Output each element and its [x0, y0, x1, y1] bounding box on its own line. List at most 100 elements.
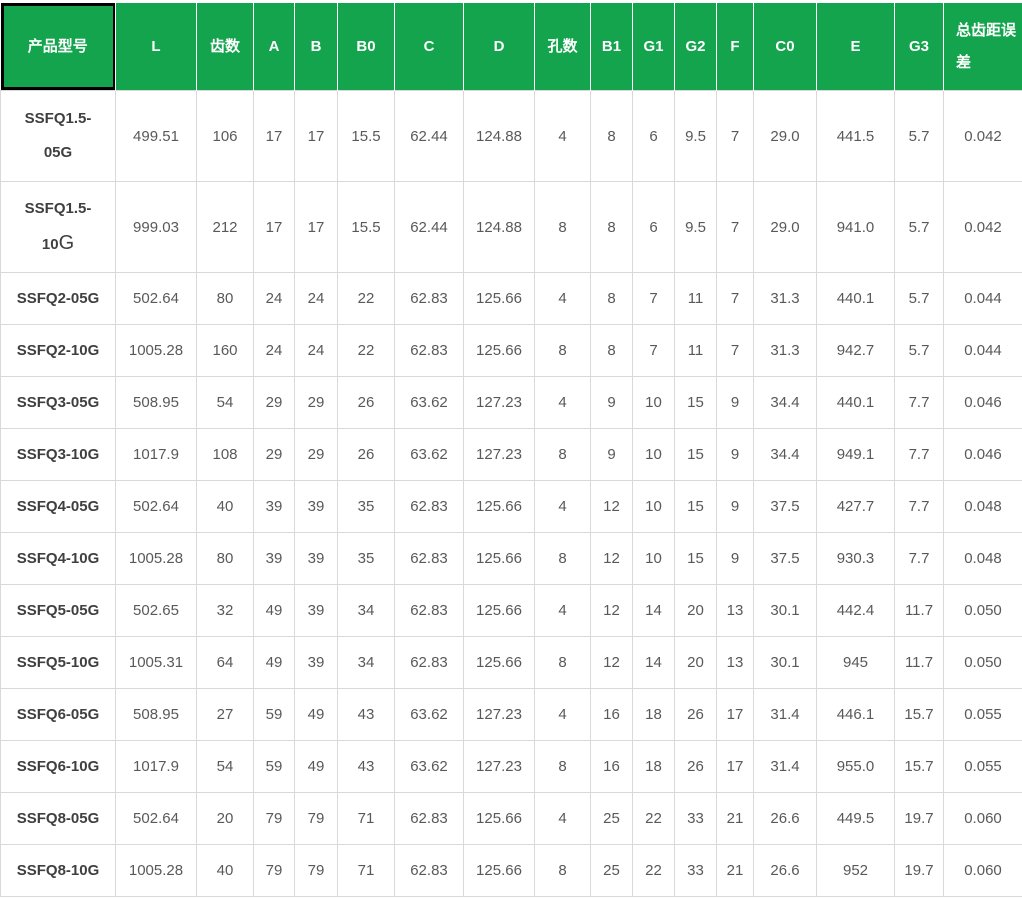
value-cell-D: 124.88 [463, 90, 535, 182]
value-cell-F: 7 [716, 272, 754, 325]
header-cell-G3: G3 [894, 0, 944, 91]
model-text-light-g: G [58, 232, 75, 254]
value-cell-B: 49 [294, 740, 338, 793]
header-cell-F: F [716, 0, 754, 91]
value-cell-G2: 15 [674, 532, 717, 585]
header-cell-D: D [463, 0, 535, 91]
value-cell-D: 125.66 [463, 792, 535, 845]
table-row: SSFQ5-05G 502.65 32 49 39 34 62.83 125.66 4 12 14 2… [0, 584, 1022, 637]
value-cell-E: 945 [816, 636, 895, 689]
value-cell-B0: 22 [337, 324, 395, 377]
value-cell-C: 62.83 [394, 636, 464, 689]
value-cell-B1: 16 [590, 688, 633, 741]
value-cell-hole-count: 8 [534, 324, 591, 377]
value-cell-teeth-count: 64 [196, 636, 254, 689]
value-cell-D: 127.23 [463, 376, 535, 429]
header-cell-teeth-count: 齿数 [196, 0, 254, 91]
value-cell-L: 502.64 [115, 272, 197, 325]
value-cell-G1: 10 [632, 376, 675, 429]
value-cell-B: 39 [294, 636, 338, 689]
value-cell-F: 17 [716, 688, 754, 741]
value-cell-E: 446.1 [816, 688, 895, 741]
value-cell-G1: 14 [632, 636, 675, 689]
value-cell-F: 13 [716, 584, 754, 637]
value-cell-total-pitch-error: 0.042 [943, 181, 1022, 273]
value-cell-G1: 6 [632, 181, 675, 273]
model-cell: SSFQ4-05G [0, 480, 116, 533]
value-cell-total-pitch-error: 0.048 [943, 480, 1022, 533]
value-cell-B0: 26 [337, 428, 395, 481]
value-cell-L: 502.64 [115, 480, 197, 533]
value-cell-hole-count: 4 [534, 90, 591, 182]
value-cell-A: 79 [253, 844, 295, 897]
model-cell: SSFQ2-10G [0, 324, 116, 377]
value-cell-L: 1005.28 [115, 532, 197, 585]
model-cell: SSFQ4-10G [0, 532, 116, 585]
value-cell-teeth-count: 108 [196, 428, 254, 481]
value-cell-G1: 10 [632, 532, 675, 585]
value-cell-teeth-count: 212 [196, 181, 254, 273]
value-cell-teeth-count: 160 [196, 324, 254, 377]
value-cell-hole-count: 8 [534, 740, 591, 793]
value-cell-F: 13 [716, 636, 754, 689]
value-cell-F: 7 [716, 181, 754, 273]
value-cell-total-pitch-error: 0.050 [943, 636, 1022, 689]
value-cell-G1: 18 [632, 688, 675, 741]
value-cell-total-pitch-error: 0.055 [943, 688, 1022, 741]
value-cell-D: 125.66 [463, 532, 535, 585]
value-cell-C0: 26.6 [753, 844, 817, 897]
value-cell-B1: 25 [590, 844, 633, 897]
value-cell-B0: 15.5 [337, 181, 395, 273]
value-cell-A: 24 [253, 324, 295, 377]
value-cell-F: 21 [716, 844, 754, 897]
value-cell-B1: 9 [590, 428, 633, 481]
value-cell-E: 942.7 [816, 324, 895, 377]
value-cell-D: 125.66 [463, 636, 535, 689]
value-cell-B0: 35 [337, 532, 395, 585]
value-cell-G3: 11.7 [894, 584, 944, 637]
value-cell-A: 17 [253, 181, 295, 273]
table-row: SSFQ3-10G 1017.9 108 29 29 26 63.62 127.23 8 9 10 1… [0, 428, 1022, 481]
value-cell-A: 29 [253, 376, 295, 429]
value-cell-hole-count: 4 [534, 480, 591, 533]
header-cell-L: L [115, 0, 197, 91]
value-cell-teeth-count: 106 [196, 90, 254, 182]
value-cell-G3: 11.7 [894, 636, 944, 689]
value-cell-E: 440.1 [816, 272, 895, 325]
value-cell-hole-count: 8 [534, 428, 591, 481]
value-cell-B: 79 [294, 844, 338, 897]
value-cell-G1: 22 [632, 792, 675, 845]
value-cell-B: 79 [294, 792, 338, 845]
value-cell-C: 63.62 [394, 688, 464, 741]
model-cell: SSFQ6-05G [0, 688, 116, 741]
value-cell-G2: 26 [674, 688, 717, 741]
value-cell-C: 63.62 [394, 740, 464, 793]
table-row: SSFQ5-10G 1005.31 64 49 39 34 62.83 125.66 8 12 14… [0, 636, 1022, 689]
value-cell-L: 1005.28 [115, 844, 197, 897]
value-cell-A: 39 [253, 480, 295, 533]
value-cell-B: 29 [294, 376, 338, 429]
value-cell-A: 39 [253, 532, 295, 585]
value-cell-C0: 29.0 [753, 90, 817, 182]
table-row: SSFQ2-05G 502.64 80 24 24 22 62.83 125.66 4 8 7 11 7… [0, 272, 1022, 325]
value-cell-B0: 43 [337, 688, 395, 741]
value-cell-G3: 15.7 [894, 740, 944, 793]
value-cell-B1: 12 [590, 480, 633, 533]
table-row: SSFQ8-10G 1005.28 40 79 79 71 62.83 125.66 8 25 22… [0, 844, 1022, 897]
value-cell-E: 949.1 [816, 428, 895, 481]
value-cell-G2: 26 [674, 740, 717, 793]
value-cell-teeth-count: 40 [196, 480, 254, 533]
value-cell-hole-count: 4 [534, 792, 591, 845]
value-cell-C0: 30.1 [753, 636, 817, 689]
value-cell-E: 427.7 [816, 480, 895, 533]
value-cell-E: 441.5 [816, 90, 895, 182]
value-cell-teeth-count: 80 [196, 272, 254, 325]
value-cell-A: 49 [253, 584, 295, 637]
value-cell-L: 502.64 [115, 792, 197, 845]
table-body: SSFQ1.5- 05G 499.51 106 17 17 15.5 62.44 124.88… [0, 90, 1022, 897]
model-cell: SSFQ3-10G [0, 428, 116, 481]
value-cell-B1: 9 [590, 376, 633, 429]
value-cell-total-pitch-error: 0.046 [943, 376, 1022, 429]
header-cell-C0: C0 [753, 0, 817, 91]
